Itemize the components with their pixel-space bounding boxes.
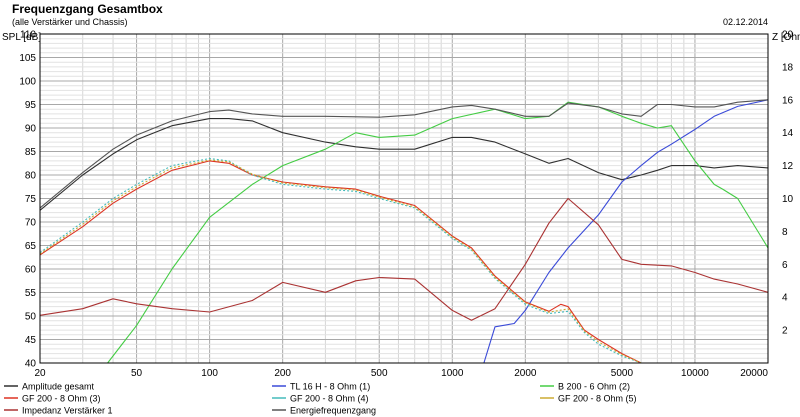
left-tick-label: 80 bbox=[25, 171, 37, 182]
left-tick-label: 90 bbox=[25, 124, 37, 135]
x-tick-label: 20 bbox=[34, 368, 46, 379]
legend-label: GF 200 - 8 Ohm (5) bbox=[558, 394, 637, 404]
x-tick-label: 10000 bbox=[681, 368, 709, 379]
left-tick-label: 100 bbox=[19, 77, 36, 88]
left-tick-label: 55 bbox=[25, 288, 37, 299]
right-tick-label: 12 bbox=[782, 161, 794, 172]
series-line-6 bbox=[39, 159, 642, 364]
series-group bbox=[39, 99, 769, 364]
series-line-5 bbox=[39, 157, 642, 364]
legend-label: B 200 - 6 Ohm (2) bbox=[558, 382, 630, 392]
x-tick-label: 200 bbox=[274, 368, 291, 379]
chart-subtitle: (alle Verstärker und Chassis) bbox=[12, 17, 128, 27]
legend-label: GF 200 - 8 Ohm (3) bbox=[22, 394, 101, 404]
left-tick-label: 75 bbox=[25, 194, 37, 205]
series-line-7 bbox=[39, 197, 769, 321]
left-tick-label: 110 bbox=[20, 30, 36, 41]
right-tick-label: 6 bbox=[782, 260, 788, 271]
legend-label: Impedanz Verstärker 1 bbox=[22, 406, 113, 416]
series-line-8 bbox=[39, 99, 769, 209]
left-tick-label: 45 bbox=[25, 335, 37, 346]
right-tick-label: 4 bbox=[782, 293, 788, 304]
x-tick-label: 20000 bbox=[740, 368, 768, 379]
legend-label: TL 16 H - 8 Ohm (1) bbox=[290, 382, 370, 392]
right-tick-label: 18 bbox=[782, 62, 794, 73]
left-tick-label: 50 bbox=[25, 312, 37, 323]
right-tick-label: 14 bbox=[782, 128, 794, 139]
legend-label: Amplitude gesamt bbox=[22, 382, 95, 392]
series-line-4 bbox=[39, 160, 642, 364]
x-tick-label: 500 bbox=[371, 368, 388, 379]
x-tick-label: 2000 bbox=[514, 368, 537, 379]
x-tick-label: 5000 bbox=[611, 368, 634, 379]
right-tick-label: 16 bbox=[782, 95, 794, 106]
chart-title: Frequenzgang Gesamtbox bbox=[12, 2, 163, 16]
right-tick-label: 20 bbox=[782, 30, 794, 41]
left-tick-label: 40 bbox=[25, 359, 37, 370]
x-tick-label: 100 bbox=[201, 368, 218, 379]
left-tick-label: 60 bbox=[25, 265, 37, 276]
left-axis-ticks: 40 45 50 55 60 65 70 75 80 85 90 95 100 105 110 bbox=[19, 30, 36, 370]
left-tick-label: 105 bbox=[19, 53, 36, 64]
legend-label: GF 200 - 8 Ohm (4) bbox=[290, 394, 369, 404]
left-tick-label: 70 bbox=[25, 218, 37, 229]
series-line-1 bbox=[39, 118, 769, 211]
right-tick-label: 10 bbox=[782, 194, 794, 205]
x-axis-ticks: 20 50 100 200 500 1000 2000 5000 10000 20000 bbox=[34, 368, 768, 379]
legend[interactable]: Amplitude gesamt TL 16 H - 8 Ohm (1) B 200… bbox=[4, 382, 637, 416]
right-tick-label: 2 bbox=[782, 326, 788, 337]
right-tick-label: 8 bbox=[782, 227, 788, 238]
x-tick-label: 50 bbox=[131, 368, 143, 379]
chart-date: 02.12.2014 bbox=[723, 17, 768, 27]
left-axis-label: SPL [dB] bbox=[2, 32, 41, 43]
plot-frame bbox=[39, 33, 769, 364]
legend-label: Energiefrequenzgang bbox=[290, 406, 376, 416]
left-tick-label: 65 bbox=[25, 241, 37, 252]
right-axis-ticks: 2 4 6 8 10 12 14 16 18 20 bbox=[782, 30, 794, 337]
right-axis-label: Z [Ohm bbox=[772, 32, 800, 43]
series-line-3 bbox=[107, 101, 769, 364]
left-tick-label: 95 bbox=[25, 100, 37, 111]
left-tick-label: 85 bbox=[25, 147, 37, 158]
x-tick-label: 1000 bbox=[441, 368, 464, 379]
grid bbox=[39, 33, 769, 364]
